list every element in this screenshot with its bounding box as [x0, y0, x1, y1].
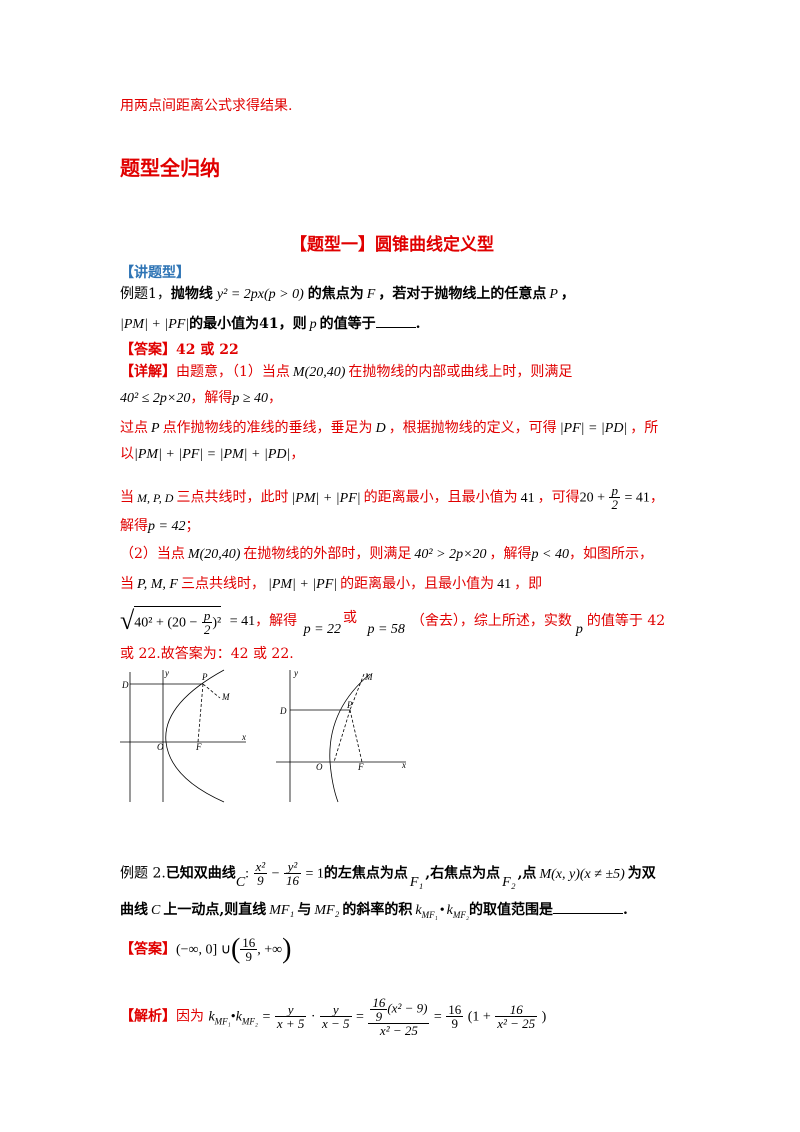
answer2: 【答案】(−∞, 0] ∪(16 9, +∞) [120, 933, 292, 965]
detail-line10: 或 22.故答案为：42 或 22. [120, 646, 294, 662]
label-F: F [357, 762, 364, 772]
detail-tag: 【详解】 [120, 364, 176, 380]
figure-2-svg: D P M O F x y [276, 668, 406, 803]
fraction-y2-over-16: y² 16 [283, 859, 301, 888]
detail-line7: （2）当点 M(20,40) 在抛物线的外部时，则满足 40² > 2p×20 ，解得p… [120, 546, 653, 562]
label-M: M [364, 672, 373, 682]
focus-label: F [366, 287, 376, 302]
example1-text: 抛物线 [170, 286, 213, 302]
pm-segment [349, 673, 365, 711]
parabola-curve [165, 669, 225, 803]
detail-line8: 当 P, M, F 三点共线时， |PM| + |PF| 的距离最小，且最小值为 41 ，即 [120, 576, 543, 592]
pf-segment [197, 683, 204, 743]
example2-label: 例题 2. [120, 865, 166, 882]
label-D: D [121, 680, 129, 690]
section-title: 题型全归纳 [120, 156, 220, 180]
sqrt-content: 40² + (20 − p 2)² [134, 606, 222, 637]
label-M: M [221, 692, 230, 702]
compound-fraction: 16 9 (x² − 9) x² − 25 [368, 996, 430, 1037]
sqrt-sign: √ [120, 606, 135, 635]
lecture-tag: 【讲题型】 [120, 265, 190, 281]
figure-parabola-inside: D P M O F x y [112, 668, 252, 810]
pm-segment [202, 683, 221, 699]
answer-blank [375, 315, 416, 328]
fraction-16-over-9: 16 9 [240, 935, 258, 964]
label-P: P [346, 700, 353, 710]
figure-parabola-outside: D P M O F x y [272, 668, 412, 810]
po-segment [333, 709, 351, 763]
pf-segment [349, 709, 363, 763]
example2-line2: 曲线 C 上一动点,则直线 MF₁ 与 MF₂ 的斜率的积 kMF₁ • kMF₂的取值范围是. [120, 901, 628, 920]
analysis-tag: 【解析】 [120, 1008, 176, 1025]
answer-blank [553, 901, 623, 914]
detail-line5: 当 M, P, D 三点共线时，此时 |PM| + |PF| 的距离最小，且最小值为 41… [120, 483, 664, 512]
detail-line6: 解得p = 42； [120, 518, 200, 534]
label-y: y [164, 668, 169, 678]
label-x: x [241, 732, 246, 742]
parabola-equation: y² = 2px(p > 0) [216, 287, 304, 302]
label-D: D [279, 706, 287, 716]
example2-line1: 例题 2.已知双曲线C: x² 9 − y² 16 = 1的左焦点为点F₁,右焦点为… [120, 859, 656, 890]
parabola-curve [329, 673, 371, 803]
detail-line1: 【详解】由题意，（1）当点 M(20,40) 在抛物线的内部或曲线上时，则满足 [120, 364, 573, 380]
detail-line3: 过点 P 点作抛物线的准线的垂线，垂足为 D ，根据抛物线的定义，可得 |PF| = |P… [120, 420, 659, 436]
intro-line: 用两点间距离公式求得结果. [120, 98, 293, 114]
label-P: P [201, 672, 208, 682]
answer-value: 42 或 22 [176, 342, 239, 358]
answer-tag: 【答案】 [120, 941, 176, 958]
detail-line2: 40² ≤ 2p×20，解得p ≥ 40， [120, 390, 283, 406]
label-x: x [401, 760, 406, 770]
label-F: F [195, 742, 202, 752]
detail-line4: 以|PM| + |PF| = |PM| + |PD|， [120, 446, 305, 462]
label-O: O [157, 742, 164, 752]
answer1: 【答案】42 或 22 [120, 340, 239, 360]
figure-1-svg: D P M O F x y [120, 668, 246, 803]
detail-line9: √40² + (20 − p 2)² = 41，解得 p = 22或 p = 58… [120, 606, 666, 637]
example1-line2: |PM| + |PF|的最小值为41，则 p 的值等于. [120, 315, 421, 332]
label-O: O [316, 762, 323, 772]
type-heading: 【题型一】圆锥曲线定义型 [290, 235, 494, 255]
example1-label: 例题1， [120, 286, 171, 302]
fraction-x2-over-9: x² 9 [253, 859, 268, 888]
answer-tag: 【答案】 [120, 342, 176, 358]
label-y: y [293, 668, 298, 678]
distance-sum-expr: |PM| + |PF| [120, 317, 190, 332]
example1-line1: 例题1，抛物线 y² = 2px(p > 0) 的焦点为 F ，若对于抛物线上的任意点 P… [120, 286, 575, 302]
